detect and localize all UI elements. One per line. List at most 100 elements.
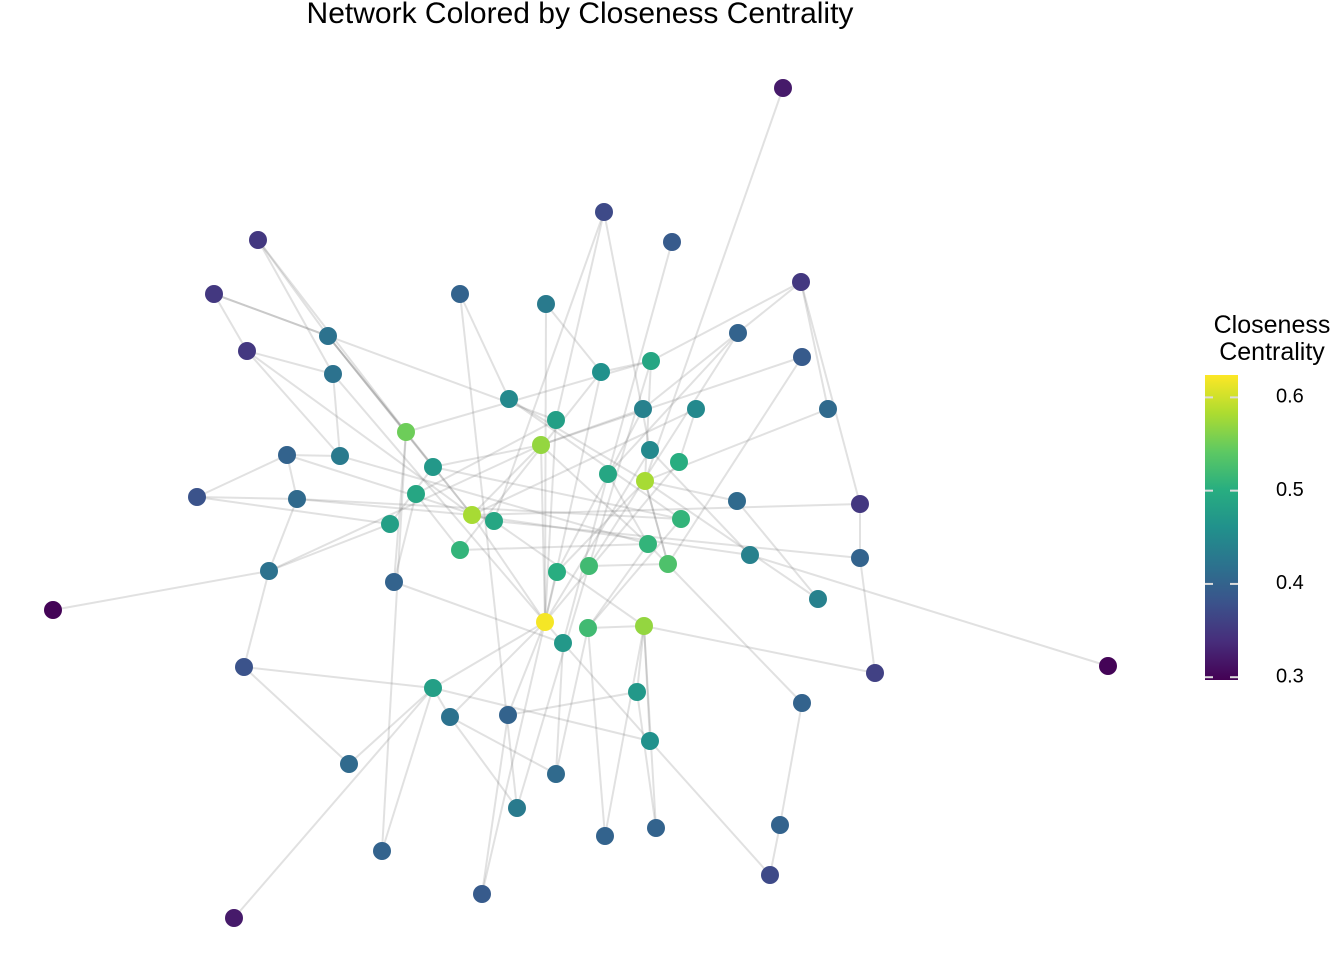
node xyxy=(729,324,747,342)
node xyxy=(324,365,342,383)
edge xyxy=(471,514,751,556)
node xyxy=(771,816,789,834)
edge xyxy=(800,281,861,505)
node xyxy=(641,441,659,459)
edge xyxy=(243,666,350,765)
edge xyxy=(493,211,605,522)
edge xyxy=(449,621,546,718)
edge xyxy=(246,350,341,457)
edge xyxy=(243,666,434,689)
colorbar-title: Closeness Centrality xyxy=(1213,311,1331,366)
edge xyxy=(556,480,646,573)
chart-title: Network Colored by Closeness Centrality xyxy=(307,0,854,30)
node xyxy=(385,573,403,591)
edge xyxy=(649,449,751,556)
edge xyxy=(493,520,861,559)
edge xyxy=(556,408,644,573)
edge xyxy=(459,371,602,551)
edge xyxy=(544,419,557,623)
edge xyxy=(544,303,547,623)
edge xyxy=(643,625,651,742)
edge xyxy=(540,408,644,446)
edge xyxy=(516,565,590,809)
edge xyxy=(650,281,802,362)
node xyxy=(278,446,296,464)
node xyxy=(424,458,442,476)
edge xyxy=(562,642,651,742)
edge xyxy=(678,408,697,463)
node xyxy=(319,327,337,345)
edge xyxy=(381,687,434,852)
edge xyxy=(507,691,638,716)
edge xyxy=(268,444,542,572)
edge xyxy=(644,360,652,482)
edge xyxy=(339,455,649,545)
edge xyxy=(649,740,771,876)
node xyxy=(547,411,565,429)
node xyxy=(536,613,554,631)
node xyxy=(642,352,660,370)
edge xyxy=(332,373,546,623)
node xyxy=(373,842,391,860)
node xyxy=(331,447,349,465)
edge xyxy=(296,498,682,520)
edge xyxy=(393,581,564,644)
edge xyxy=(607,241,673,475)
nodes xyxy=(44,79,1117,927)
node xyxy=(407,485,425,503)
node xyxy=(635,617,653,635)
node xyxy=(670,453,688,471)
node xyxy=(866,664,884,682)
node xyxy=(554,634,572,652)
edge xyxy=(607,473,649,545)
edge xyxy=(508,398,646,482)
edge xyxy=(636,691,657,829)
node xyxy=(288,490,306,508)
node xyxy=(579,619,597,637)
edge xyxy=(749,554,1109,667)
edge xyxy=(667,356,803,565)
node xyxy=(451,285,469,303)
edge xyxy=(196,454,288,498)
node xyxy=(205,285,223,303)
edge xyxy=(643,625,657,829)
edge xyxy=(481,714,509,895)
node xyxy=(596,827,614,845)
node xyxy=(580,557,598,575)
edge xyxy=(644,480,738,502)
edge xyxy=(644,87,784,482)
node xyxy=(381,515,399,533)
edge xyxy=(545,303,602,373)
node xyxy=(537,295,555,313)
node xyxy=(741,546,759,564)
edge xyxy=(213,293,557,421)
edge xyxy=(432,444,542,468)
node xyxy=(485,512,503,530)
node xyxy=(473,885,491,903)
node xyxy=(260,562,278,580)
edge xyxy=(246,350,473,516)
edge xyxy=(432,621,546,689)
edge xyxy=(296,498,473,516)
edge xyxy=(481,621,546,895)
edge xyxy=(243,570,270,668)
colorbar-tick-label: 0.5 xyxy=(1276,479,1304,501)
node xyxy=(663,233,681,251)
node xyxy=(599,465,617,483)
edge xyxy=(233,687,434,919)
edge xyxy=(736,500,819,600)
edge xyxy=(604,625,645,837)
node xyxy=(641,732,659,750)
node xyxy=(249,231,267,249)
node xyxy=(451,541,469,559)
node xyxy=(809,590,827,608)
node xyxy=(238,342,256,360)
edges xyxy=(52,87,1109,919)
edge xyxy=(607,332,739,475)
node xyxy=(548,563,566,581)
node xyxy=(819,400,837,418)
edge xyxy=(246,350,334,375)
node xyxy=(397,423,415,441)
edge xyxy=(471,444,542,516)
edge xyxy=(52,570,270,611)
